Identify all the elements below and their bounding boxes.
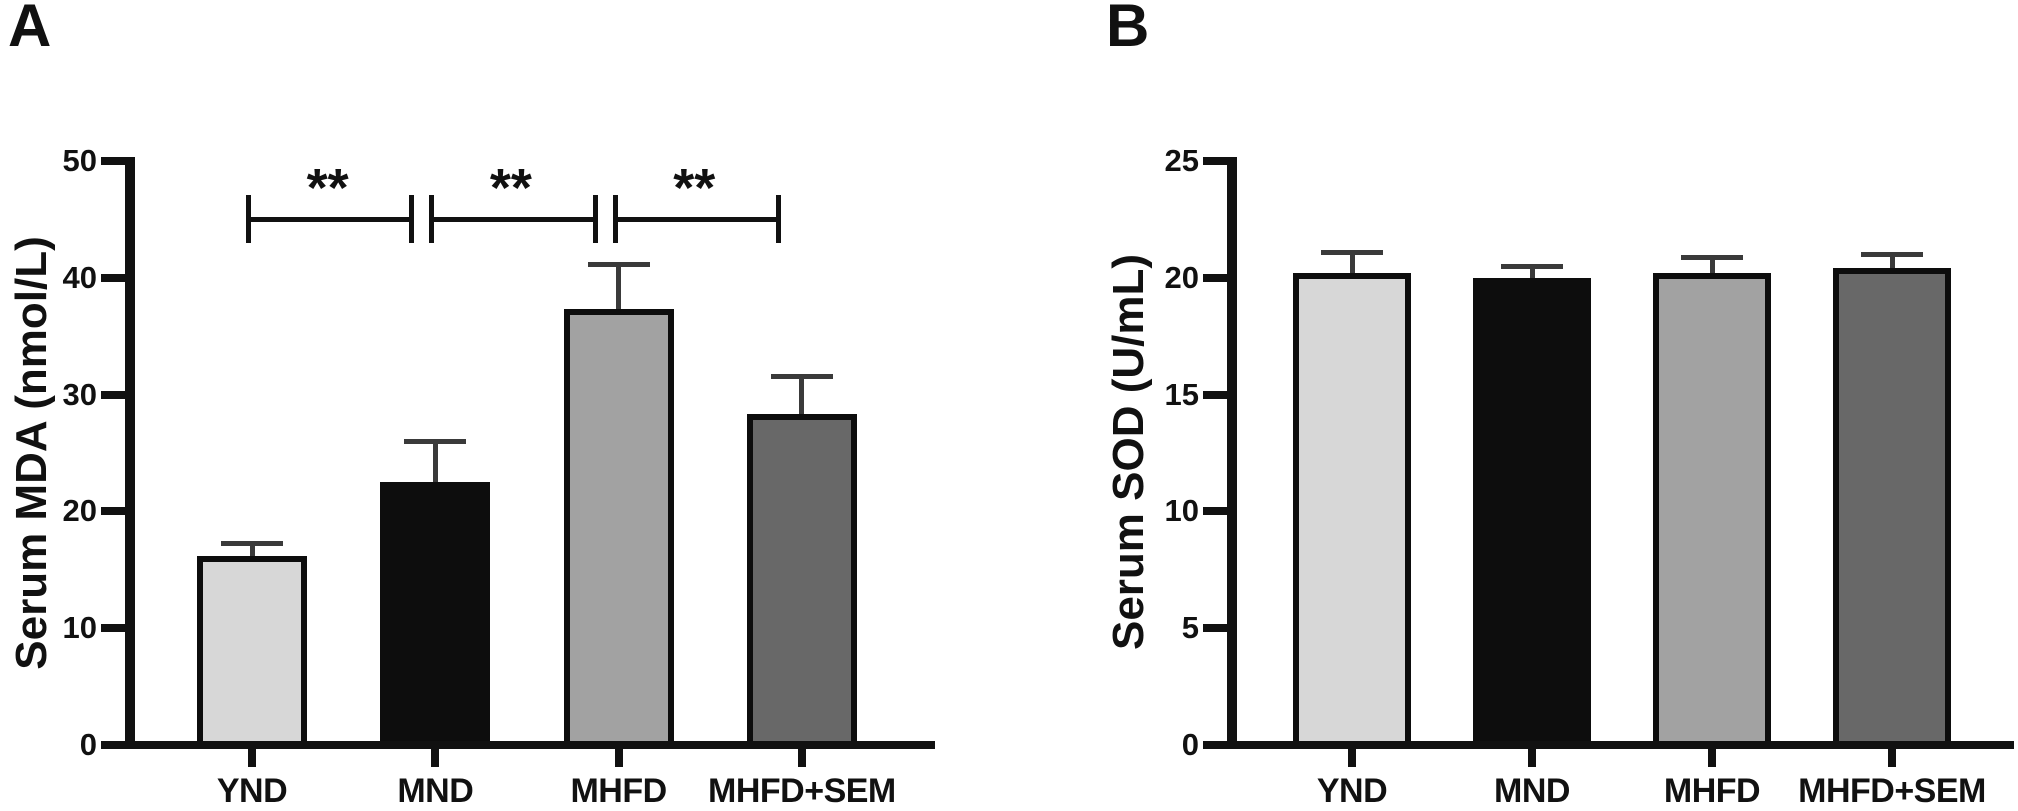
y-tick-label: 25 [1164,143,1199,178]
y-axis-tick [1203,507,1227,516]
error-bar-stem [799,375,805,423]
significance-bracket-end-tick [775,195,781,244]
x-axis-tick [1348,749,1356,767]
error-bar-cap [1861,252,1923,258]
y-tick-label: 50 [62,143,97,178]
error-bar-stem [249,542,255,564]
significance-bracket-line [429,216,598,222]
error-bar-stem [432,441,438,491]
bar-MND [380,482,491,749]
x-category-label-MHFD+SEM: MHFD+SEM [708,772,896,810]
x-category-label-MND: MND [397,772,474,810]
y-tick-label: 30 [62,376,97,412]
error-bar-stem [616,263,622,318]
error-bar-stem [1709,256,1715,282]
x-axis-line [125,741,935,749]
y-axis-tick [101,507,125,516]
error-bar-cap [1501,264,1563,270]
bar-MHFD [1653,273,1771,749]
significance-bracket-end-tick [612,195,618,244]
x-axis-tick [1888,749,1896,767]
x-axis-tick [614,749,623,767]
significance-stars: ** [673,158,716,219]
error-bar-cap [221,540,283,546]
y-axis-tick [101,157,125,165]
x-category-label-MHFD: MHFD [570,772,667,810]
y-tick-label: 15 [1164,376,1199,412]
x-axis-tick [248,749,256,767]
significance-bracket-end-tick [429,195,435,244]
x-category-label-MHFD+SEM: MHFD+SEM [1798,772,1986,810]
x-axis-tick [797,749,806,767]
error-bar-cap [1321,250,1383,256]
y-tick-label: 0 [1181,727,1199,762]
y-tick-label: 10 [1164,493,1199,529]
error-bar-cap [770,373,833,379]
bar-MHFD [563,309,674,749]
y-tick-label: 5 [1181,610,1199,646]
x-category-label-YND: YND [216,772,288,810]
x-axis-tick [1528,749,1536,767]
error-bar-stem [1529,266,1535,286]
x-category-label-MHFD: MHFD [1663,772,1761,810]
significance-bracket-end-tick [409,195,415,244]
x-axis-line [1227,741,2014,749]
error-bar-stem [1889,254,1895,277]
significance-bracket-end-tick [592,195,598,244]
panel-b-y-axis-title: Serum SOD (U/mL) [1104,253,1153,651]
y-axis-line [1227,157,1237,749]
panel-b-letter: B [1106,0,1150,59]
bar-MND [1473,277,1591,749]
y-axis-tick [101,273,125,282]
y-axis-tick [101,741,125,749]
x-axis-tick [1708,749,1716,767]
x-category-label-YND: YND [1316,772,1388,810]
significance-bracket-line [612,216,781,222]
significance-bracket-end-tick [246,195,251,244]
error-bar-stem [1349,252,1355,282]
y-tick-label: 0 [79,727,97,762]
y-axis-line [125,157,135,749]
x-category-label-MND: MND [1494,772,1570,810]
y-axis-tick [101,390,125,399]
significance-stars: ** [306,158,349,219]
y-tick-label: 20 [62,493,97,529]
y-axis-tick [101,624,125,633]
y-axis-tick [1203,273,1227,282]
y-axis-tick [1203,390,1227,399]
y-axis-tick [1203,624,1227,633]
bar-MHFD+SEM [1833,268,1951,749]
error-bar-cap [404,439,467,445]
x-axis-tick [431,749,440,767]
bar-YND [197,555,307,749]
panel-a-y-axis-title: Serum MDA (nmol/L) [7,236,56,670]
y-axis-tick [1203,157,1227,165]
y-axis-tick [1203,741,1227,749]
significance-stars: ** [489,158,532,219]
significance-bracket-line [246,216,415,222]
error-bar-cap [1681,254,1743,260]
bar-YND [1293,273,1411,749]
y-tick-label: 20 [1164,259,1199,295]
error-bar-cap [587,261,650,267]
bar-MHFD+SEM [746,414,857,749]
panel-a-letter: A [8,0,52,59]
y-tick-label: 10 [62,610,97,646]
y-tick-label: 40 [62,259,97,295]
